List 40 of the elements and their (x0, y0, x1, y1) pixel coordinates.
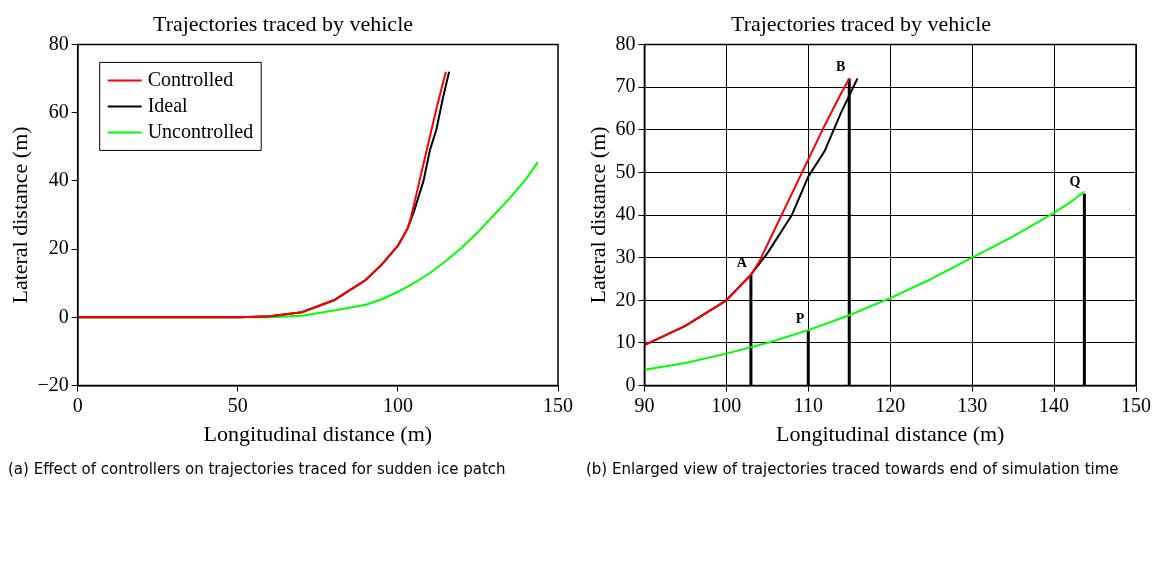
x-axis-title: Longitudinal distance (m) (775, 420, 1005, 446)
y-tick-label: 50 (615, 159, 636, 182)
x-tick-label: 50 (227, 393, 248, 416)
x-tick-label: 90 (634, 393, 655, 416)
legend-label: Ideal (147, 93, 189, 116)
y-tick-label: 60 (615, 116, 636, 139)
y-tick-label: 20 (615, 287, 636, 310)
x-tick-label: 0 (72, 393, 83, 416)
legend-label: Uncontrolled (147, 119, 254, 142)
y-axis-title: Lateral distance (m) (584, 126, 610, 304)
y-tick-label: 40 (615, 202, 636, 225)
text: (b) Enlarged view of trajectories traced towards end of simulation time (586, 460, 1120, 480)
x-tick-label: 100 (382, 393, 413, 416)
y-tick-label: 30 (615, 244, 636, 267)
x-tick-label: 140 (1039, 393, 1070, 416)
y-tick-label: −20 (37, 372, 69, 395)
x-tick-label: 100 (711, 393, 742, 416)
x-tick-label: 110 (793, 393, 823, 416)
legend-label: Controlled (147, 67, 234, 90)
chart-title: Trajectories traced by vehicle (152, 10, 414, 36)
x-tick-label: 130 (957, 393, 988, 416)
x-tick-label: 150 (1121, 393, 1151, 416)
x-tick-label: 150 (543, 393, 573, 416)
y-tick-label: 80 (48, 31, 69, 54)
annotation: Q (1069, 174, 1081, 190)
y-tick-label: 0 (625, 372, 636, 395)
x-tick-label: 120 (875, 393, 906, 416)
y-tick-label: 0 (58, 304, 69, 327)
y-tick-label: 70 (615, 74, 636, 97)
y-tick-label: 20 (48, 236, 69, 259)
annotation: B (835, 59, 846, 75)
y-tick-label: 10 (615, 330, 636, 353)
y-tick-label: 60 (48, 99, 69, 122)
y-axis-title: Lateral distance (m) (6, 126, 32, 304)
y-tick-label: 80 (615, 31, 636, 54)
x-axis-title: Longitudinal distance (m) (203, 420, 433, 446)
chart-title: Trajectories traced by vehicle (730, 10, 992, 36)
annotation: P (795, 310, 805, 326)
y-tick-label: 40 (48, 168, 69, 191)
text: (a) Effect of controllers on trajectories traced for sudden ice patch (8, 460, 507, 480)
